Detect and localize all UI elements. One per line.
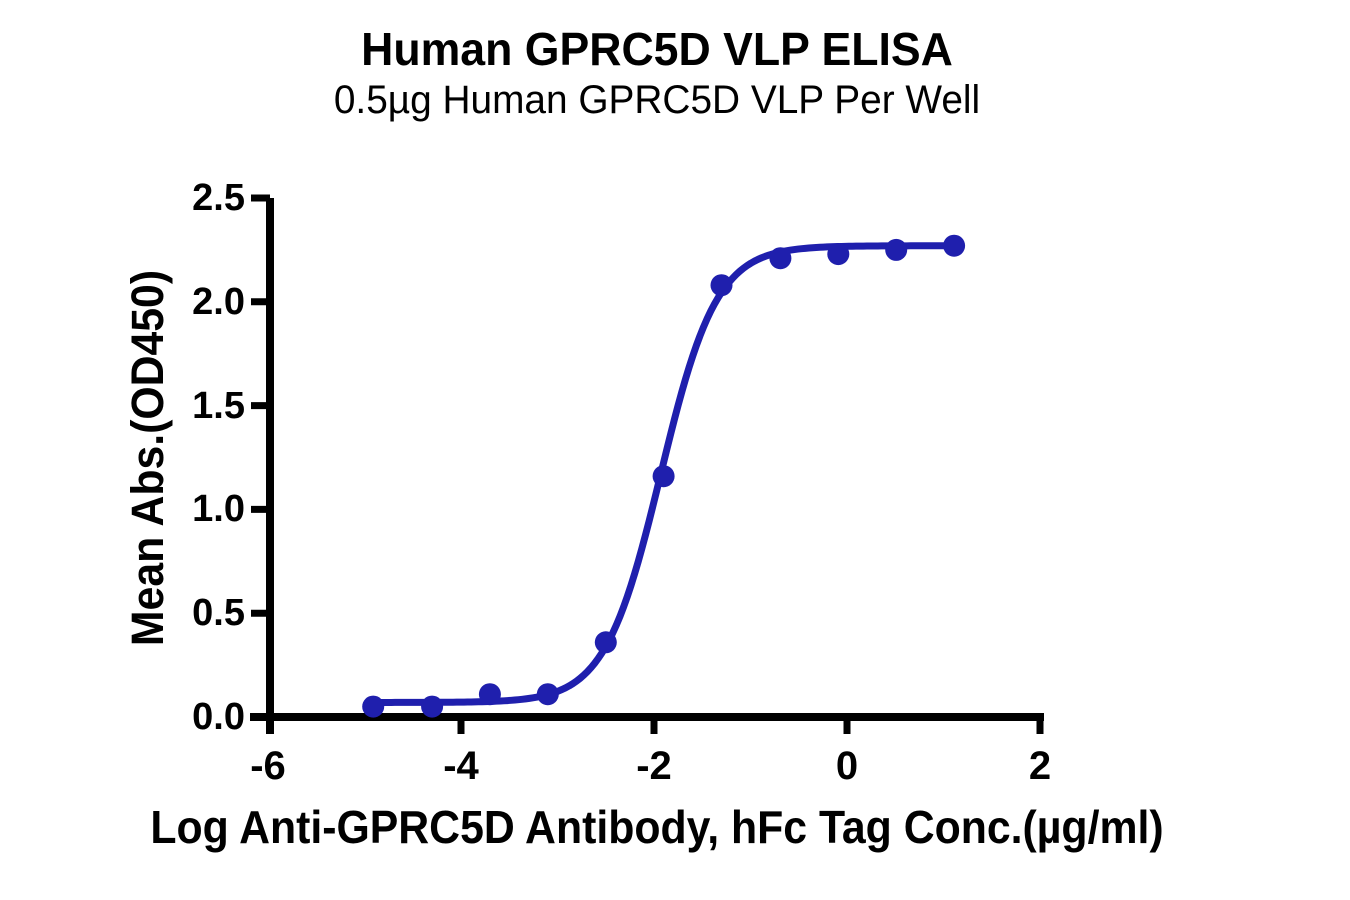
x-tick-label: 0 <box>835 744 859 788</box>
x-tick-label: 2 <box>1028 744 1052 788</box>
y-tick-label: 0.5 <box>192 592 245 635</box>
data-point <box>827 243 850 266</box>
data-point <box>536 683 559 706</box>
x-tick-label: -4 <box>443 744 479 788</box>
data-point <box>710 274 733 297</box>
data-point <box>421 695 444 718</box>
x-axis-title: Log Anti-GPRC5D Antibody, hFc Tag Conc.(… <box>150 801 1164 853</box>
y-tick-label: 0.0 <box>192 696 245 738</box>
fit-curve <box>369 242 958 706</box>
y-tick-label: 1.0 <box>192 488 245 531</box>
y-tick-label: 1.5 <box>192 384 245 427</box>
data-point <box>652 465 675 488</box>
data-point <box>362 695 385 718</box>
data-point <box>769 247 792 270</box>
chart-subtitle: 0.5µg Human GPRC5D VLP Per Well <box>333 78 981 122</box>
chart-title: Human GPRC5D VLP ELISA <box>361 23 953 75</box>
x-tick-label: -6 <box>250 744 286 788</box>
data-point <box>885 238 908 261</box>
data-point <box>594 631 617 654</box>
y-axis-title: Mean Abs.(OD450) <box>122 269 173 647</box>
x-tick-label: -2 <box>636 744 672 788</box>
data-point <box>943 234 966 257</box>
data-point <box>478 683 501 706</box>
y-tick-label: 2.5 <box>192 177 245 219</box>
y-tick-label: 2.0 <box>192 280 245 323</box>
